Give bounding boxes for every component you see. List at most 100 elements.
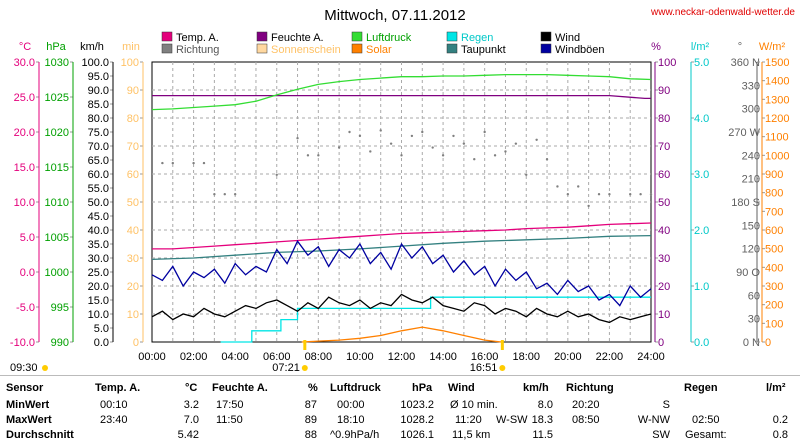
- chart-series: [151, 73, 653, 343]
- axis-tick-label: 300: [742, 104, 760, 116]
- legend-swatch: [256, 43, 268, 54]
- axis-tick-label: 70: [127, 141, 139, 153]
- x-tick-label: 02:00: [180, 351, 208, 363]
- axis-tick-label: 80.0: [88, 113, 109, 125]
- legend-label: Feuchte A.: [271, 32, 324, 44]
- axis-tick-label: 5.0: [94, 323, 109, 335]
- axis-tick-label: 85.0: [88, 99, 109, 111]
- axis-tick-label: 0: [133, 337, 139, 349]
- axis-tick-label: 1025: [45, 92, 69, 104]
- axis-tick-label: 20: [658, 281, 670, 293]
- header-temp: Temp. A.: [95, 382, 141, 394]
- x-tick-label: 04:00: [221, 351, 249, 363]
- data-point: [493, 154, 497, 157]
- sun-icon: [42, 365, 48, 371]
- legend-label: Luftdruck: [366, 32, 412, 44]
- axis-tick-label: 360 N: [731, 57, 760, 69]
- axis-tick-label: 30: [748, 314, 760, 326]
- temp-value: 3.2: [183, 399, 199, 411]
- axis-tick-label: 1300: [765, 94, 789, 106]
- header-feuchte: Feuchte A.: [212, 382, 268, 394]
- chart-title: Mittwoch, 07.11.2012: [324, 7, 465, 24]
- data-point: [202, 161, 206, 165]
- data-point: [400, 154, 403, 157]
- legend-label: Solar: [366, 44, 392, 56]
- sun-icon: [499, 365, 506, 371]
- axis-tick-label: 400: [765, 262, 783, 274]
- axis-tick-label: 50.0: [88, 197, 109, 209]
- axis-tick-label: 600: [765, 225, 783, 237]
- feuchte-value: 88: [304, 429, 317, 441]
- axis-tick-label: 990: [51, 337, 69, 349]
- data-point: [545, 158, 549, 161]
- axis-tick-label: 90: [127, 85, 139, 97]
- legend-label: Taupunkt: [461, 44, 506, 56]
- series-line: [151, 239, 652, 307]
- axis-tick-label: 5.0: [694, 57, 709, 69]
- axis-tick-label: 50: [658, 197, 670, 209]
- axis-tick-label: 55.0: [88, 183, 109, 195]
- luftdruck-value: 1026.1: [400, 429, 434, 441]
- axis-unit: W/m²: [759, 41, 786, 53]
- x-tick-label: 16:00: [471, 351, 499, 363]
- temp-time: 23:40: [100, 414, 128, 426]
- legend-label: Windböen: [555, 44, 605, 56]
- header-richtung: Richtung: [566, 382, 614, 394]
- axis-tick-label: 70: [658, 141, 670, 153]
- axis-tick-label: 100.0: [81, 57, 109, 69]
- richtung-time: 20:20: [572, 399, 600, 411]
- series-line: [301, 326, 502, 343]
- statistics-table: Sensor Temp. A. °C Feuchte A. % Luftdruc…: [0, 375, 800, 447]
- data-point: [504, 150, 507, 153]
- axis-tick-label: 10: [127, 309, 139, 321]
- axis-tick-label: 1000: [45, 267, 69, 279]
- axis-tick-label: 0 N: [743, 337, 760, 349]
- regen-label: Gesamt:: [685, 429, 727, 441]
- axis-tick-label: 40: [658, 225, 670, 237]
- header-luftdruck: Luftdruck: [330, 382, 381, 394]
- axis-tick-label: 500: [765, 244, 783, 256]
- luftdruck-value: 1023.2: [400, 399, 434, 411]
- axis-tick-label: 1010: [45, 197, 69, 209]
- x-tick-label: 06:00: [263, 351, 291, 363]
- data-point: [275, 173, 278, 176]
- x-tick-label: 24:00: [637, 351, 665, 363]
- header-wind: Wind: [448, 382, 475, 394]
- wind-label: Ø 10 min.: [450, 399, 498, 411]
- axis-tick-label: 1015: [45, 162, 69, 174]
- table-header-row: Sensor Temp. A. °C Feuchte A. % Luftdruc…: [0, 381, 800, 396]
- axis-tick-label: 1200: [765, 113, 789, 125]
- axis-tick-label: 95.0: [88, 71, 109, 83]
- website-link[interactable]: www.neckar-odenwald-wetter.de: [650, 7, 795, 18]
- feuchte-value: 89: [304, 414, 317, 426]
- regen-value: 0.2: [772, 414, 788, 426]
- axis-tick-label: 1500: [765, 57, 789, 69]
- start-time-label: 09:30: [10, 362, 38, 374]
- axis-tick-label: 60: [658, 169, 670, 181]
- axis-tick-label: 210: [742, 174, 760, 186]
- wind-label: 11,5 km: [452, 429, 491, 441]
- legend-swatch: [161, 43, 173, 54]
- data-point: [441, 154, 445, 157]
- axis-tick-label: 20.0: [14, 127, 35, 139]
- legend-swatch: [161, 31, 173, 42]
- data-point: [514, 142, 518, 145]
- header-luftdruck-unit: hPa: [412, 382, 433, 394]
- axis-tick-label: 10: [658, 309, 670, 321]
- legend-swatch: [446, 31, 458, 42]
- legend-swatch: [256, 31, 268, 42]
- luftdruck-time: 00:00: [337, 399, 365, 411]
- data-point: [171, 161, 174, 165]
- axis-tick-label: 100: [765, 318, 783, 330]
- temp-value: 7.0: [183, 414, 199, 426]
- sun-time-label: 07:21: [272, 362, 300, 374]
- axis-tick-label: 35.0: [88, 239, 109, 251]
- data-point: [452, 134, 455, 138]
- axis-unit-labels: °C hPa km/h min% l/m² ° W/m²: [19, 41, 786, 53]
- axis-tick-label: 0.0: [20, 267, 35, 279]
- axis-tick-label: 800: [765, 188, 783, 200]
- axis-tick-label: 270 W: [728, 127, 760, 139]
- data-point: [379, 129, 382, 132]
- data-point: [161, 161, 164, 165]
- x-tick-label: 18:00: [512, 351, 540, 363]
